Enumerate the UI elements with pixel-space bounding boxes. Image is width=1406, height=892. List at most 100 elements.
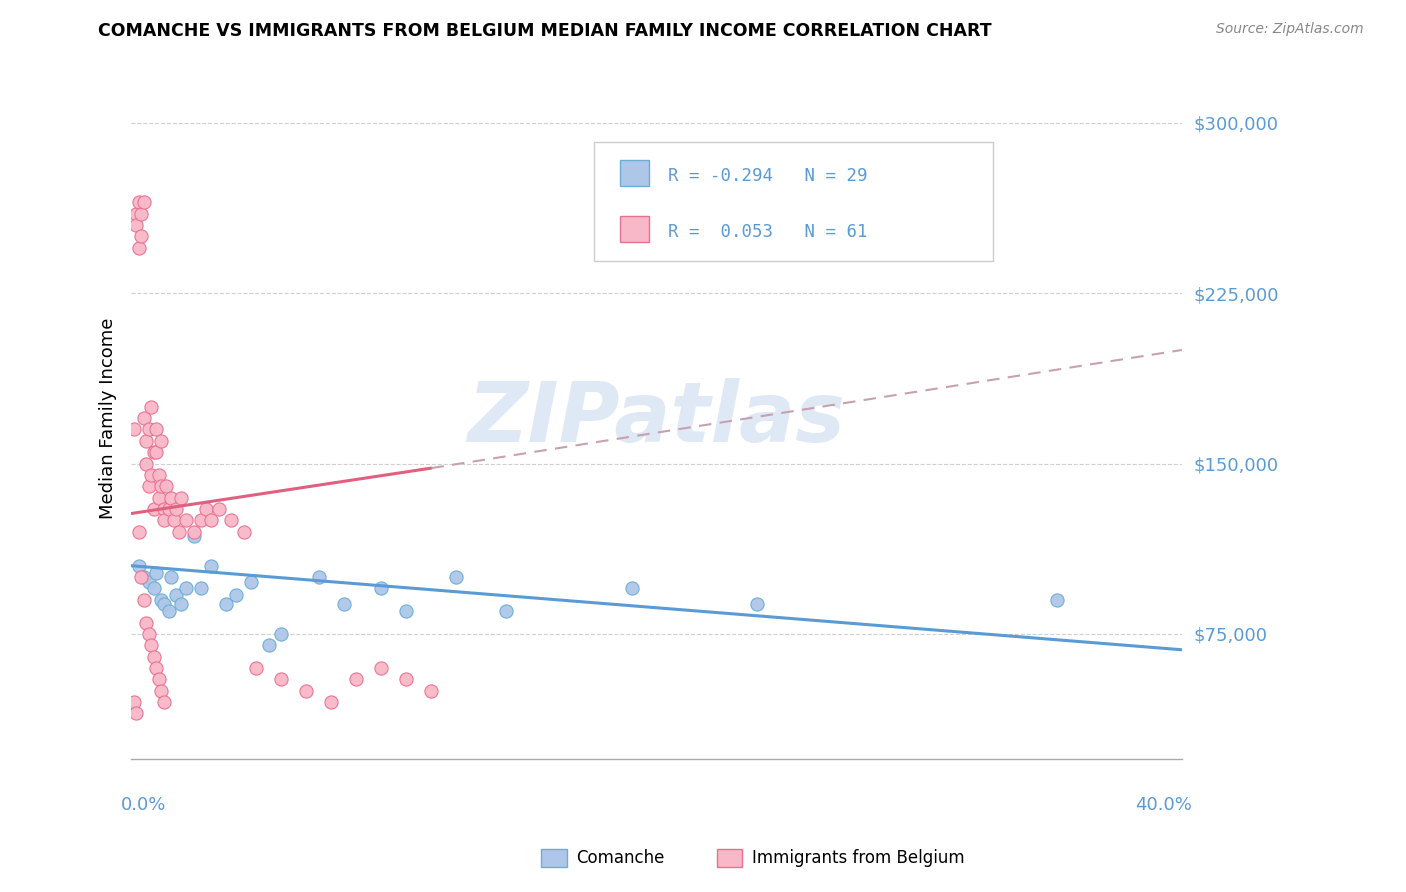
- Point: [183, 529, 205, 543]
- Point: [135, 457, 157, 471]
- Point: [160, 570, 183, 584]
- Point: [420, 683, 443, 698]
- Point: [321, 695, 343, 709]
- Point: [200, 558, 222, 573]
- Point: [257, 638, 280, 652]
- Point: [221, 513, 243, 527]
- Point: [232, 524, 254, 539]
- Point: [141, 467, 163, 482]
- Point: [295, 683, 318, 698]
- Text: Immigrants from Belgium: Immigrants from Belgium: [752, 849, 965, 867]
- Point: [163, 513, 186, 527]
- Point: [395, 673, 418, 687]
- Point: [165, 588, 187, 602]
- Point: [122, 695, 145, 709]
- Point: [142, 582, 165, 596]
- Point: [215, 598, 238, 612]
- Point: [145, 422, 167, 436]
- Point: [142, 649, 165, 664]
- Text: R = -0.294   N = 29: R = -0.294 N = 29: [668, 167, 868, 186]
- Point: [174, 582, 197, 596]
- Point: [135, 615, 157, 630]
- Point: [129, 229, 152, 244]
- Point: [152, 502, 174, 516]
- Point: [157, 502, 180, 516]
- Point: [150, 592, 173, 607]
- Point: [170, 491, 193, 505]
- Point: [395, 604, 418, 618]
- Text: Comanche: Comanche: [576, 849, 665, 867]
- Point: [128, 558, 150, 573]
- Point: [170, 598, 193, 612]
- Point: [135, 434, 157, 448]
- Y-axis label: Median Family Income: Median Family Income: [100, 318, 117, 519]
- Point: [152, 513, 174, 527]
- Point: [167, 524, 190, 539]
- Point: [141, 638, 163, 652]
- Point: [370, 582, 392, 596]
- Point: [165, 502, 187, 516]
- Point: [308, 570, 330, 584]
- Point: [270, 627, 292, 641]
- Point: [333, 598, 356, 612]
- Point: [148, 673, 170, 687]
- Point: [370, 661, 392, 675]
- Point: [745, 598, 768, 612]
- Point: [125, 706, 148, 721]
- Point: [240, 574, 263, 589]
- Point: [138, 422, 160, 436]
- Point: [132, 411, 155, 425]
- Point: [190, 513, 212, 527]
- Point: [125, 207, 148, 221]
- Point: [128, 524, 150, 539]
- Point: [174, 513, 197, 527]
- Point: [138, 479, 160, 493]
- Point: [145, 445, 167, 459]
- Text: 0.0%: 0.0%: [121, 797, 166, 814]
- Point: [142, 445, 165, 459]
- Point: [132, 592, 155, 607]
- Point: [122, 422, 145, 436]
- Point: [125, 218, 148, 232]
- Point: [138, 574, 160, 589]
- Point: [344, 673, 367, 687]
- Point: [145, 661, 167, 675]
- Text: Source: ZipAtlas.com: Source: ZipAtlas.com: [1216, 22, 1364, 37]
- Point: [138, 627, 160, 641]
- FancyBboxPatch shape: [620, 160, 650, 186]
- Text: ZIPatlas: ZIPatlas: [468, 377, 845, 458]
- Point: [150, 479, 173, 493]
- Point: [148, 467, 170, 482]
- Point: [145, 566, 167, 580]
- Point: [245, 661, 267, 675]
- Point: [132, 570, 155, 584]
- Point: [195, 502, 218, 516]
- Point: [208, 502, 231, 516]
- Point: [152, 695, 174, 709]
- Point: [128, 241, 150, 255]
- Point: [183, 524, 205, 539]
- Point: [225, 588, 247, 602]
- Point: [495, 604, 517, 618]
- Point: [200, 513, 222, 527]
- Point: [132, 195, 155, 210]
- Point: [129, 570, 152, 584]
- Point: [150, 434, 173, 448]
- Point: [190, 582, 212, 596]
- Point: [128, 195, 150, 210]
- Point: [155, 479, 177, 493]
- Point: [160, 491, 183, 505]
- Point: [152, 598, 174, 612]
- Text: COMANCHE VS IMMIGRANTS FROM BELGIUM MEDIAN FAMILY INCOME CORRELATION CHART: COMANCHE VS IMMIGRANTS FROM BELGIUM MEDI…: [98, 22, 993, 40]
- Text: R =  0.053   N = 61: R = 0.053 N = 61: [668, 223, 868, 241]
- Point: [620, 582, 643, 596]
- Point: [150, 683, 173, 698]
- Point: [129, 207, 152, 221]
- Point: [157, 604, 180, 618]
- Point: [446, 570, 468, 584]
- FancyBboxPatch shape: [620, 216, 650, 243]
- Point: [148, 491, 170, 505]
- Point: [141, 400, 163, 414]
- Point: [142, 502, 165, 516]
- Text: 40.0%: 40.0%: [1136, 797, 1192, 814]
